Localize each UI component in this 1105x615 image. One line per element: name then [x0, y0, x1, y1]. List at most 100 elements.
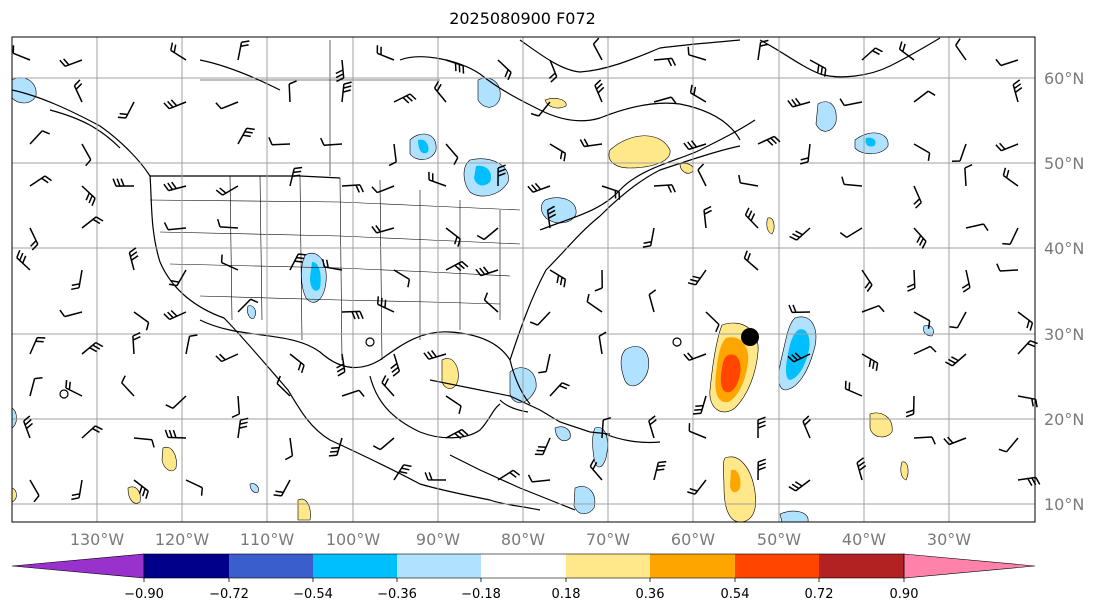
wind-barb: [906, 269, 916, 292]
wind-barb: [594, 79, 605, 103]
wind-barb: [381, 375, 395, 397]
colorbar-segment: [313, 554, 397, 578]
negative-anomaly-fill: [249, 483, 259, 493]
lon-label: 60°W: [671, 530, 715, 549]
wind-barb: [376, 45, 395, 61]
wind-barb: [995, 58, 1019, 67]
negative-anomaly-fill: [247, 305, 256, 319]
low-marker: [365, 337, 375, 347]
wind-barb: [445, 227, 461, 247]
map-title: 2025080900 F072: [449, 9, 596, 28]
wind-barb: [841, 176, 863, 187]
wind-barb: [951, 143, 967, 162]
wind-barb: [642, 227, 655, 248]
colorbar-tick-label: 0.54: [721, 587, 750, 602]
wind-barb: [788, 304, 811, 314]
wind-barb: [81, 185, 96, 206]
wind-barb: [1017, 340, 1038, 355]
wind-barb: [336, 353, 346, 377]
wind-barb: [995, 142, 1019, 152]
wind-barb: [341, 389, 365, 397]
positive-anomaly-fill: [730, 469, 741, 493]
wind-barb: [913, 90, 936, 103]
wind-barb: [132, 332, 141, 355]
wind-barb: [757, 135, 781, 146]
wind-barb: [913, 185, 922, 209]
negative-anomaly-fill: [418, 139, 429, 154]
wind-barb: [163, 222, 187, 231]
wind-barb: [961, 269, 971, 293]
wind-barb: [483, 292, 499, 313]
wind-barb: [237, 298, 259, 313]
coastlines: [11, 37, 941, 511]
wind-barb: [497, 59, 512, 81]
wind-barb: [653, 96, 677, 105]
storm-center-marker: [741, 328, 759, 346]
wind-barb: [1017, 476, 1041, 486]
wind-barb: [898, 41, 915, 61]
wind-barb: [220, 254, 239, 271]
wind-barb: [475, 266, 499, 277]
wind-barb: [598, 331, 607, 355]
lon-label: 110°W: [240, 530, 295, 549]
colorbar-segment: [397, 554, 481, 578]
gridlines: [12, 37, 1035, 522]
wind-barb: [273, 479, 291, 497]
wind-barb: [687, 269, 707, 286]
colorbar-segment: [566, 554, 650, 578]
wind-barb: [527, 182, 551, 193]
colorbar: −0.90 −0.72 −0.54 −0.36 −0.18 0.18 0.36 …: [11, 553, 1036, 602]
contour-fills: [11, 77, 934, 523]
wind-barb: [913, 436, 936, 445]
wind-barb: [687, 46, 707, 61]
negative-anomaly-fill: [815, 101, 837, 132]
negative-anomaly-fill: [865, 137, 876, 147]
wind-barb: [121, 375, 135, 397]
lat-label: 10°N: [1044, 495, 1084, 514]
wind-barb: [81, 143, 92, 167]
wind-barb: [589, 458, 603, 481]
wind-barb: [289, 353, 305, 374]
lon-label: 70°W: [586, 530, 630, 549]
colorbar-segment: [229, 554, 313, 578]
positive-anomaly-fill: [766, 217, 775, 235]
wind-barb: [1017, 311, 1034, 331]
wind-barb: [73, 79, 83, 103]
wind-barb: [839, 227, 863, 239]
wind-barb: [800, 143, 811, 165]
wind-barb: [215, 185, 239, 196]
wind-barb: [705, 311, 720, 333]
colorbar-tick-label: 0.18: [552, 587, 581, 602]
wind-barb: [423, 350, 447, 360]
wind-barb: [335, 59, 345, 83]
wind-barb: [185, 479, 204, 496]
wind-barb: [320, 137, 343, 147]
wind-barb: [744, 207, 759, 229]
positive-anomaly-fill: [441, 358, 459, 389]
wind-barb: [170, 42, 187, 61]
wind-barb: [964, 164, 973, 187]
wind-barb: [648, 415, 657, 439]
wind-barb: [341, 310, 364, 320]
wind-barb: [861, 47, 883, 61]
wind-barb: [548, 59, 558, 83]
wind-barb: [29, 376, 43, 397]
wind-barb: [433, 80, 447, 103]
lon-label: 50°W: [757, 530, 801, 549]
positive-anomaly-fill: [127, 486, 141, 504]
lat-label: 30°N: [1044, 325, 1084, 344]
wind-barb: [757, 458, 766, 481]
wind-barb: [913, 345, 937, 355]
wind-barb: [215, 101, 239, 110]
wind-barb: [133, 437, 155, 448]
wind-barb: [476, 227, 499, 241]
negative-anomaly-fill: [620, 346, 650, 387]
wind-barb: [371, 185, 395, 194]
wind-barb: [689, 84, 707, 103]
wind-barb: [743, 250, 759, 271]
wind-barb: [653, 57, 677, 67]
wind-barb: [697, 163, 707, 187]
wind-barb: [592, 37, 603, 61]
wind-barb: [445, 59, 465, 74]
